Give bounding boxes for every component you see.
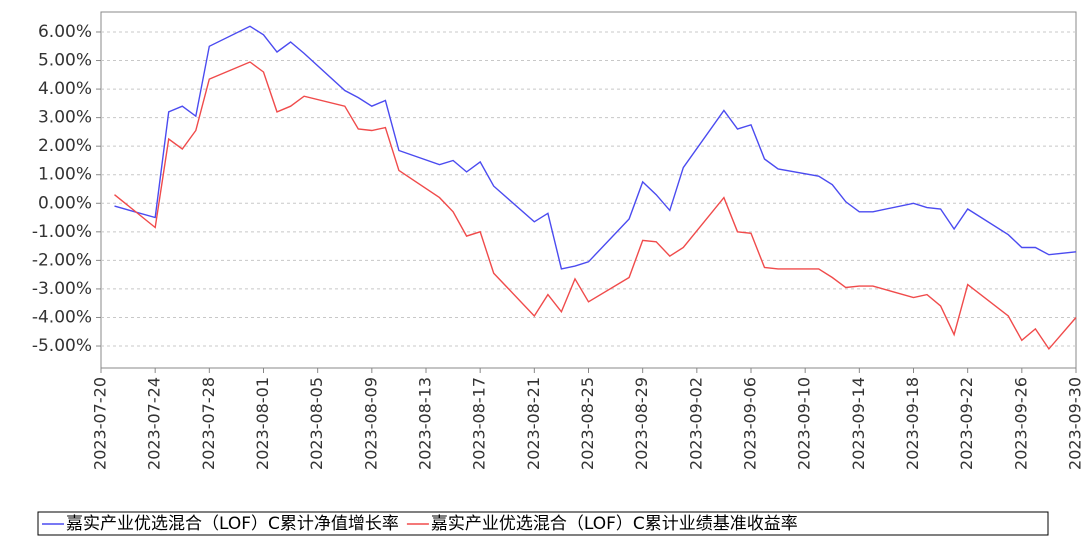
x-tick-label: 2023-09-30 [1066, 377, 1085, 470]
x-tick-label: 2023-08-29 [632, 377, 651, 470]
y-tick-label: 2.00% [38, 136, 92, 156]
x-tick-label: 2023-09-14 [849, 377, 868, 470]
y-tick-label: 3.00% [38, 108, 92, 128]
legend-label: 嘉实产业优选混合（LOF）C累计业绩基准收益率 [431, 514, 798, 534]
x-tick-label: 2023-09-26 [1011, 377, 1030, 470]
y-tick-label: 4.00% [38, 79, 92, 99]
x-tick-label: 2023-07-20 [91, 377, 110, 470]
series-line [114, 61, 1077, 351]
x-tick-label: 2023-08-01 [253, 377, 272, 470]
x-tick-label: 2023-09-02 [686, 377, 705, 470]
x-tick-label: 2023-09-10 [795, 377, 814, 470]
y-tick-label: -5.00% [32, 336, 92, 356]
y-tick-label: 5.00% [38, 51, 92, 71]
y-tick-label: 0.00% [38, 193, 92, 213]
x-tick-label: 2023-09-06 [741, 377, 760, 470]
x-tick-label: 2023-08-09 [361, 377, 380, 470]
x-tick-label: 2023-08-25 [578, 377, 597, 470]
x-tick-label: 2023-07-24 [145, 377, 164, 470]
y-tick-label: 1.00% [38, 165, 92, 185]
legend [37, 511, 1049, 536]
x-tick-label: 2023-09-22 [957, 377, 976, 470]
x-tick-label: 2023-09-18 [903, 377, 922, 470]
x-tick-label: 2023-08-13 [416, 377, 435, 470]
x-tick-label: 2023-07-28 [199, 377, 218, 470]
y-tick-label: -4.00% [32, 307, 92, 327]
plot-area [100, 11, 1077, 369]
x-tick-label: 2023-08-21 [524, 377, 543, 470]
series-line [114, 25, 1077, 270]
y-tick-label: 6.00% [38, 22, 92, 42]
x-tick-label: 2023-08-17 [470, 377, 489, 470]
legend-label: 嘉实产业优选混合（LOF）C累计净值增长率 [66, 514, 399, 534]
y-tick-label: -3.00% [32, 279, 92, 299]
y-tick-label: -2.00% [32, 250, 92, 270]
y-tick-label: -1.00% [32, 222, 92, 242]
x-tick-label: 2023-08-05 [307, 377, 326, 470]
